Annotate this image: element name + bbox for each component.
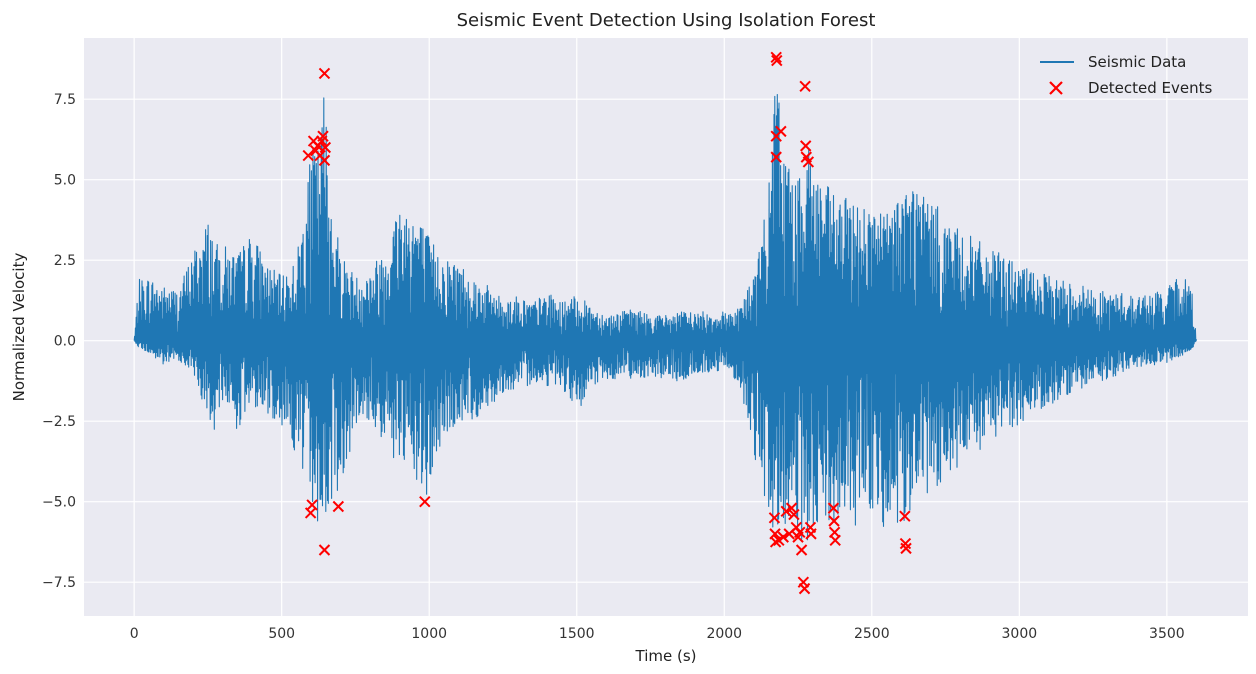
detected-event-marker [785,502,798,514]
detected-event-marker [788,508,800,521]
detected-event-marker [780,505,792,518]
seismic-data-series [133,93,1197,541]
detected-event-marker [798,582,811,595]
y-tick-label: 0.0 [54,334,76,350]
detected-event-marker [775,125,787,138]
detected-event-marker [777,531,789,543]
y-tick-label: 7.5 [54,92,76,108]
detected-event-marker [318,67,331,80]
legend-label-seismic-data: Seismic Data [1088,53,1186,71]
legend-label-detected-events: Detected Events [1088,79,1213,97]
detected-event-marker [306,499,318,511]
y-tick-label: 2.5 [54,253,76,269]
detected-event-marker [302,149,314,162]
detected-event-marker [770,151,782,163]
detected-event-marker [319,141,332,154]
detected-event-marker [771,54,783,67]
detected-event-marker [800,140,812,152]
detected-event-marker [805,528,817,540]
x-tick-label: 0 [130,626,139,642]
detected-events-series [302,51,912,595]
x-tick-label: 3000 [1002,626,1038,642]
detected-event-marker [794,526,806,538]
detected-event-marker [419,495,431,508]
seismic-data-line [133,93,1197,541]
x-tick-label: 1500 [559,626,595,642]
detected-event-marker [332,500,345,513]
detected-event-marker [828,515,840,527]
grid-lines [84,38,1248,616]
detected-event-marker [799,80,811,93]
x-tick-label: 2500 [854,626,890,642]
chart-title: Seismic Event Detection Using Isolation … [457,10,876,31]
detected-event-marker [795,544,808,556]
detected-event-marker [770,51,782,64]
legend-x-marker [1049,81,1063,95]
detected-event-marker [768,512,781,524]
legend: Seismic Data Detected Events [1040,53,1213,97]
y-tick-label: −2.5 [42,414,76,430]
detected-event-marker [317,130,329,142]
x-tick-label: 500 [268,626,295,642]
detected-event-marker [318,154,331,167]
detected-event-marker [827,502,840,514]
x-tick-label: 3500 [1149,626,1185,642]
y-tick-label: −7.5 [42,575,76,591]
y-axis-ticks: −7.5 −5.0 −2.5 0.0 2.5 5.0 7.5 [42,92,76,591]
y-tick-label: −5.0 [42,495,76,511]
detected-event-marker [318,544,331,556]
x-tick-label: 1000 [411,626,447,642]
detected-event-marker [829,534,841,547]
x-axis-label: Time (s) [635,647,697,665]
x-axis-ticks: 0 500 1000 1500 2000 2500 3000 3500 [130,626,1185,642]
detected-event-marker [899,510,911,522]
x-tick-label: 2000 [706,626,742,642]
y-axis-label: Normalized Velocity [10,253,28,402]
detected-event-marker [802,156,815,168]
y-tick-label: 5.0 [54,173,76,189]
detected-event-marker [769,536,782,548]
detected-event-marker [900,542,912,555]
